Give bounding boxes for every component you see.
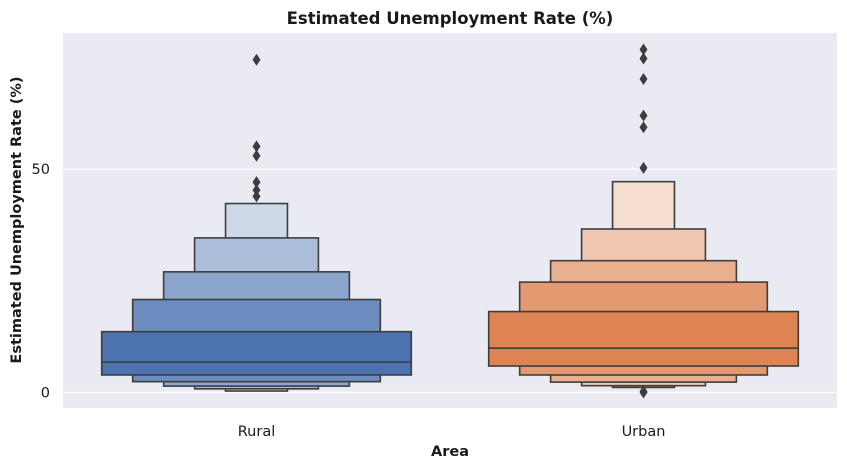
outlier-point (639, 72, 648, 85)
outlier-point (639, 161, 648, 174)
outlier-point (639, 52, 648, 65)
y-axis-label: Estimated Unemployment Rate (%) (9, 76, 25, 363)
outlier-point (639, 43, 648, 56)
boxen-series (100, 43, 800, 399)
outlier-point (252, 176, 261, 189)
boxen-box (487, 310, 800, 367)
outlier-point (639, 121, 648, 134)
outlier-point (252, 184, 261, 197)
x-axis-label: Area (431, 444, 469, 460)
y-tick-label: 50 (32, 162, 50, 178)
boxen-rural (100, 53, 413, 392)
grid-lines (63, 168, 837, 394)
outlier-point (252, 53, 261, 66)
outlier-point (252, 190, 261, 203)
chart-title: Estimated Unemployment Rate (%) (287, 9, 614, 28)
outlier-point (252, 140, 261, 153)
boxen-urban (487, 43, 800, 399)
x-tick-label: Rural (238, 424, 276, 440)
outlier-point (639, 109, 648, 122)
x-tick-labels: Rural Urban (238, 424, 666, 440)
boxen-box (100, 330, 413, 376)
outlier-point (252, 149, 261, 162)
x-tick-label: Urban (622, 424, 666, 440)
y-tick-labels: 0 50 (32, 162, 50, 401)
outlier-point (639, 385, 648, 398)
y-tick-label: 0 (41, 385, 50, 401)
